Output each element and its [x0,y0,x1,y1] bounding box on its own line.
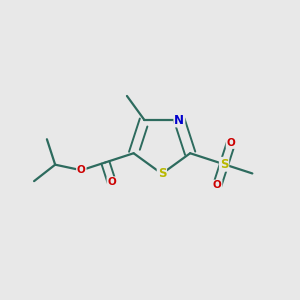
Text: O: O [77,165,86,175]
Text: N: N [174,113,184,127]
Text: S: S [220,158,228,171]
Text: S: S [158,167,166,180]
Text: O: O [107,177,116,187]
Text: O: O [226,138,235,148]
Text: O: O [213,181,222,190]
